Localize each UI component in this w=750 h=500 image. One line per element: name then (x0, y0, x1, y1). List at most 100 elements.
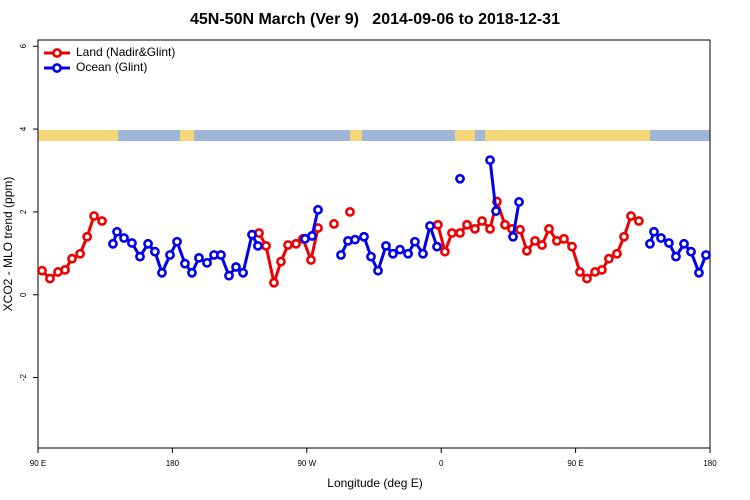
point (522, 245, 532, 256)
legend-marker (52, 48, 62, 58)
point (455, 228, 465, 238)
point (283, 240, 293, 250)
point (604, 253, 614, 264)
point (336, 250, 346, 260)
point (37, 265, 47, 276)
point (253, 240, 263, 251)
point (671, 251, 681, 262)
point (45, 273, 55, 284)
x-tick-label: 90 E (567, 459, 583, 468)
point (381, 240, 391, 251)
point (165, 250, 175, 260)
point (75, 248, 86, 259)
point (307, 231, 317, 241)
point (410, 236, 420, 247)
point (127, 238, 137, 248)
point (694, 267, 704, 278)
point (89, 211, 99, 221)
point (313, 204, 323, 215)
point (231, 262, 241, 272)
x-tick-label: 180 (166, 459, 180, 468)
point (575, 267, 585, 277)
point (440, 246, 450, 257)
x-tick-label: 90 W (297, 459, 316, 468)
y-axis-label: XCO2 - MLO trend (ppm) (1, 177, 15, 312)
point (544, 223, 554, 234)
point (403, 248, 413, 259)
y-tick-label: 2 (19, 209, 28, 214)
point (345, 206, 355, 217)
point (634, 216, 644, 226)
point (515, 224, 525, 235)
point (418, 248, 428, 259)
point (645, 238, 655, 249)
y-tick-label: 0 (19, 292, 28, 297)
point (157, 267, 167, 278)
y-tick-label: -2 (19, 373, 28, 381)
point (67, 253, 77, 264)
point (269, 277, 279, 288)
x-tick-label: 0 (439, 459, 444, 468)
point (366, 251, 376, 262)
point (112, 226, 122, 237)
point (224, 270, 234, 281)
point (143, 238, 153, 249)
legend-label: Ocean (Glint) (76, 60, 147, 74)
point (432, 241, 442, 252)
x-tick-label: 90 E (30, 459, 46, 468)
point (359, 231, 369, 242)
point (567, 241, 577, 252)
point (261, 240, 271, 251)
point (150, 246, 160, 257)
point (485, 155, 495, 166)
point (455, 173, 465, 184)
point (462, 219, 472, 230)
point (679, 238, 689, 249)
point (559, 233, 569, 244)
point (395, 244, 405, 255)
point (447, 228, 457, 238)
point (82, 231, 93, 242)
point (491, 206, 501, 216)
point (108, 238, 118, 249)
point (686, 246, 696, 257)
point (60, 264, 70, 275)
point (247, 229, 257, 240)
point (135, 251, 145, 262)
legend-marker (52, 63, 62, 73)
x-tick-label: 180 (703, 459, 717, 468)
x-axis-label: Longitude (deg E) (327, 476, 422, 490)
point (477, 216, 487, 226)
point (187, 267, 197, 278)
point (172, 236, 182, 247)
point (582, 273, 592, 284)
point (97, 216, 107, 226)
y-tick-label: 4 (19, 126, 28, 131)
point (596, 264, 607, 275)
point (612, 248, 622, 259)
point (664, 238, 674, 248)
point (238, 267, 248, 278)
point (433, 219, 443, 230)
point (350, 234, 360, 245)
point (388, 248, 398, 259)
point (530, 235, 540, 246)
point (537, 240, 547, 250)
point (626, 211, 636, 221)
point (701, 250, 711, 260)
chart-title: 45N-50N March (Ver 9) 2014-09-06 to 2018… (190, 11, 560, 28)
point (656, 233, 666, 243)
map-strip (38, 130, 710, 141)
point (216, 250, 226, 260)
plot-frame (37, 39, 711, 449)
point (276, 256, 286, 267)
point (119, 233, 129, 243)
point (373, 265, 383, 276)
point (306, 255, 316, 265)
point (180, 258, 190, 269)
point (500, 219, 510, 230)
point (194, 252, 204, 263)
legend-label: Land (Nadir&Glint) (76, 45, 175, 59)
